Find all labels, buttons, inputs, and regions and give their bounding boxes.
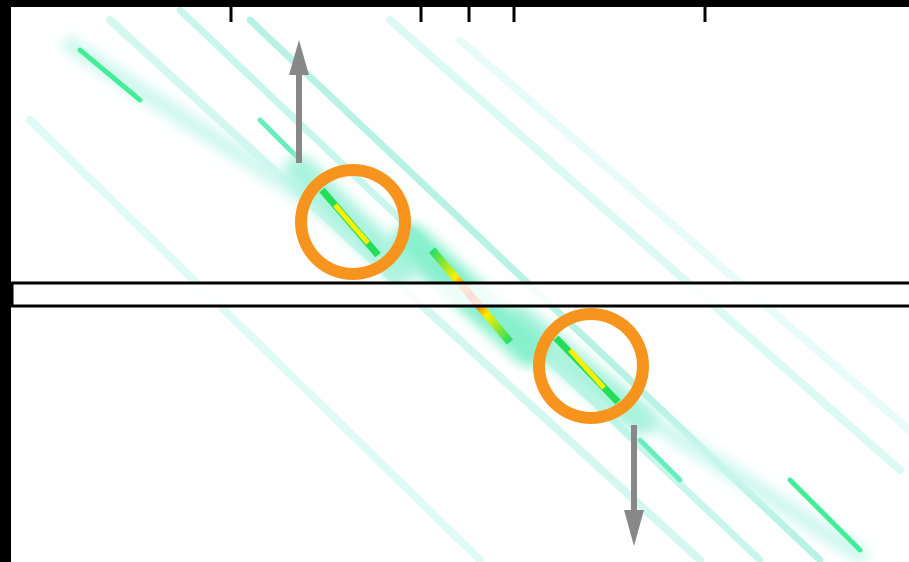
streak	[456, 36, 909, 434]
ticks	[229, 0, 707, 22]
streak	[787, 477, 863, 553]
streak	[257, 117, 303, 163]
peak	[568, 348, 606, 390]
highlight-circle	[533, 308, 649, 424]
streak	[637, 437, 683, 483]
top-frame	[0, 0, 909, 7]
arrow-head	[624, 510, 644, 546]
streak	[386, 16, 904, 474]
arrow-up	[289, 40, 309, 163]
arrow-head	[289, 40, 309, 75]
highlight-circle	[295, 164, 411, 280]
selection-band	[10, 281, 909, 308]
streak	[26, 116, 484, 562]
peak	[333, 203, 370, 245]
arrow-down	[624, 425, 644, 546]
streak	[77, 47, 143, 103]
left-frame	[0, 0, 11, 562]
